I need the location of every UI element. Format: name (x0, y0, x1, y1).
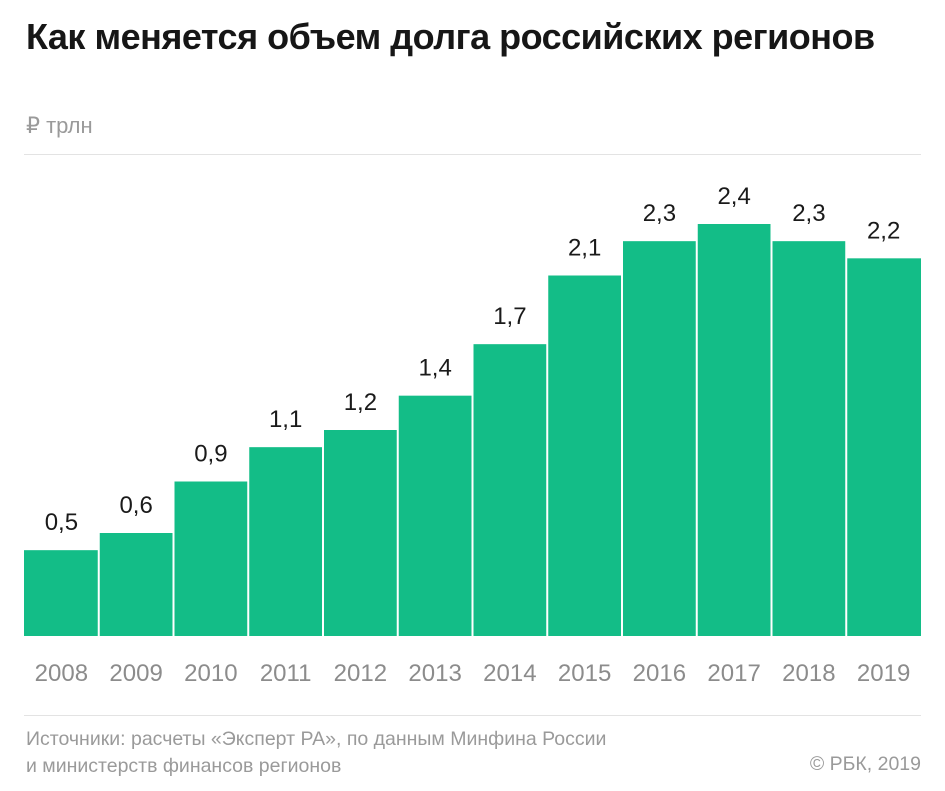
top-divider (24, 154, 921, 155)
x-tick-label-2008: 2008 (35, 660, 88, 687)
bottom-divider (24, 715, 921, 716)
value-label-2017: 2,4 (717, 183, 750, 210)
bar-2012 (324, 430, 397, 636)
bar-2014 (473, 344, 547, 636)
value-labels-group: 0,5 0,6 0,9 1,1 1,2 1,4 1,7 2,1 2,3 2,4 2,3 2,2 (45, 183, 901, 536)
x-tick-label-2018: 2018 (782, 660, 835, 687)
x-tick-label-2011: 2011 (260, 660, 312, 687)
value-label-2009: 0,6 (119, 492, 152, 519)
bar-2018 (772, 241, 846, 637)
bar-2016 (623, 241, 696, 637)
x-tick-label-2009: 2009 (109, 660, 162, 687)
x-tick-label-2014: 2014 (483, 660, 536, 687)
x-tick-label-2019: 2019 (857, 660, 910, 687)
value-label-2013: 1,4 (418, 355, 451, 382)
source-note: Источники: расчеты «Эксперт РА», по данн… (26, 726, 606, 780)
bar-chart: 0,5 0,6 0,9 1,1 1,2 1,4 1,7 2,1 2,3 2,4 2,3 2,2 200… (24, 183, 921, 687)
x-tick-labels-group: 2008 2009 2010 2011 2012 2013 2014 2015 2016 2017… (35, 660, 911, 687)
bar-2011 (249, 447, 322, 636)
value-label-2010: 0,9 (194, 441, 227, 468)
unit-label: ₽ трлн (26, 113, 93, 138)
bar-2008 (24, 550, 98, 636)
x-tick-label-2017: 2017 (707, 660, 760, 687)
bar-2013 (398, 395, 472, 636)
bar-2015 (548, 275, 621, 636)
source-line-1: Источники: расчеты «Эксперт РА», по данн… (26, 728, 607, 750)
value-label-2012: 1,2 (344, 389, 377, 416)
bars-group (24, 224, 921, 637)
x-tick-label-2013: 2013 (408, 660, 461, 687)
x-tick-label-2012: 2012 (334, 660, 387, 687)
x-tick-label-2015: 2015 (558, 660, 611, 687)
value-label-2011: 1,1 (269, 406, 302, 433)
value-label-2019: 2,2 (867, 217, 900, 244)
bar-2010 (174, 481, 248, 636)
bar-2019 (847, 258, 921, 636)
value-label-2018: 2,3 (792, 200, 825, 227)
copyright: © РБК, 2019 (809, 753, 921, 775)
x-tick-label-2010: 2010 (184, 660, 237, 687)
x-tick-label-2016: 2016 (633, 660, 686, 687)
chart-title: Как меняется объем долга российских реги… (26, 16, 875, 57)
value-label-2016: 2,3 (643, 200, 676, 227)
bar-2017 (697, 224, 771, 636)
value-label-2015: 2,1 (568, 235, 601, 262)
value-label-2008: 0,5 (45, 509, 78, 536)
value-label-2014: 1,7 (493, 303, 526, 330)
bar-2009 (99, 533, 173, 636)
source-line-2: и министерств финансов регионов (26, 755, 342, 777)
